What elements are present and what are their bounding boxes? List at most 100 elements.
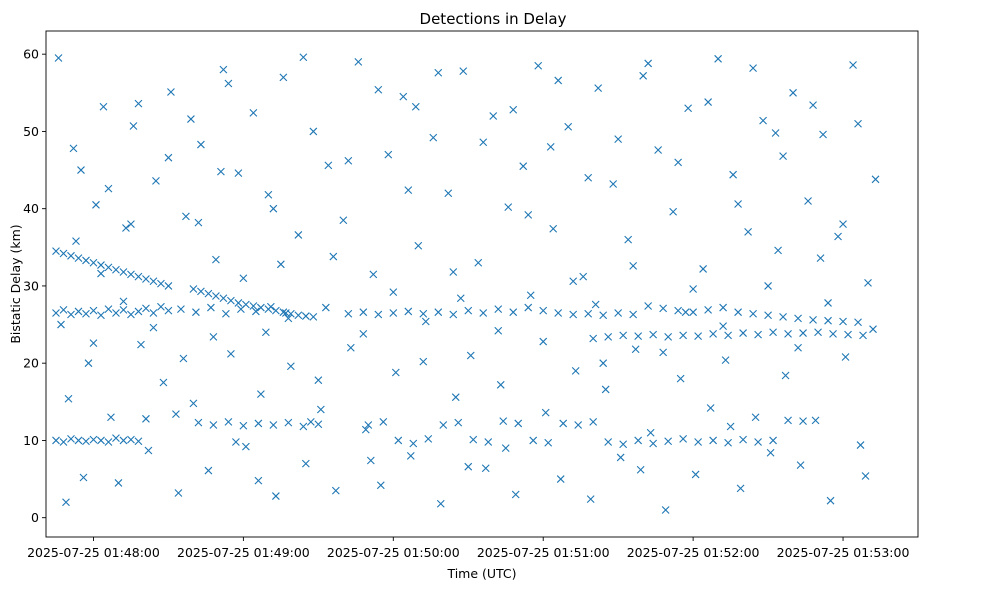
data-point-marker: [301, 459, 310, 468]
data-point-marker: [816, 254, 825, 263]
data-point-marker: [164, 306, 173, 315]
data-point-marker: [104, 438, 113, 446]
data-point-marker: [389, 309, 398, 317]
data-point-marker: [157, 302, 165, 311]
data-point-marker: [771, 129, 780, 137]
data-point-marker: [279, 73, 288, 82]
data-point-marker: [249, 108, 258, 117]
data-point-marker: [579, 272, 588, 281]
data-point-marker: [759, 116, 767, 125]
data-point-marker: [849, 61, 857, 69]
data-point-marker: [691, 470, 700, 479]
x-tick-label: 2025-07-25 01:53:00: [777, 545, 910, 560]
data-point-marker: [122, 224, 130, 232]
data-point-marker: [764, 311, 772, 320]
data-point-marker: [119, 268, 128, 276]
data-point-marker: [649, 439, 658, 448]
data-point-marker: [539, 337, 548, 346]
data-point-marker: [601, 385, 610, 394]
data-point-marker: [236, 305, 245, 313]
data-point-marker: [569, 277, 578, 286]
data-point-marker: [604, 438, 613, 446]
x-axis: 2025-07-25 01:48:00 2025-07-25 01:49:00 20…: [27, 537, 909, 560]
data-point-marker: [421, 317, 430, 326]
data-point-marker: [411, 102, 420, 111]
data-point-marker: [129, 122, 138, 130]
data-point-marker: [659, 348, 668, 357]
data-point-marker: [451, 393, 460, 402]
data-point-marker: [539, 306, 548, 315]
data-point-marker: [299, 53, 308, 62]
data-point-marker: [604, 333, 613, 341]
data-point-marker: [839, 317, 847, 326]
data-point-marker: [546, 142, 555, 151]
data-point-marker: [309, 312, 318, 321]
data-point-marker: [152, 176, 160, 185]
data-point-marker: [189, 399, 198, 408]
data-point-marker: [177, 305, 185, 313]
data-point-marker: [789, 88, 797, 97]
y-tick-label: 0: [31, 510, 39, 525]
data-point-marker: [384, 150, 393, 159]
data-point-marker: [494, 305, 503, 313]
data-point-marker: [197, 287, 205, 296]
data-point-marker: [599, 311, 608, 320]
data-point-marker: [167, 88, 175, 96]
data-point-marker: [784, 416, 792, 425]
data-point-marker: [636, 465, 645, 474]
data-point-marker: [294, 231, 303, 239]
data-point-marker: [234, 169, 243, 178]
data-point-marker: [232, 438, 240, 446]
data-point-marker: [197, 140, 205, 149]
data-point-marker: [84, 359, 93, 368]
data-point-marker: [142, 304, 150, 313]
data-point-marker: [811, 416, 820, 425]
plot-frame: [45, 30, 919, 538]
data-point-marker: [306, 418, 315, 426]
data-point-marker: [781, 371, 790, 380]
y-axis-label: Bistatic Delay (km): [8, 224, 23, 343]
data-point-marker: [174, 489, 183, 497]
data-point-marker: [484, 438, 493, 446]
data-point-marker: [261, 328, 270, 337]
data-point-marker: [589, 418, 598, 426]
data-point-marker: [212, 292, 220, 300]
data-point-marker: [97, 261, 105, 269]
data-point-marker: [99, 102, 108, 111]
data-point-marker: [209, 333, 218, 341]
data-point-marker: [629, 310, 638, 319]
data-point-marker: [726, 422, 735, 431]
data-point-marker: [739, 435, 747, 444]
data-point-marker: [736, 484, 745, 493]
data-point-marker: [276, 260, 285, 269]
data-point-marker: [599, 359, 608, 368]
data-point-marker: [469, 435, 478, 444]
data-point-marker: [444, 189, 453, 198]
data-point-marker: [142, 275, 150, 283]
data-point-marker: [97, 311, 105, 320]
data-point-marker: [629, 261, 638, 270]
data-point-marker: [194, 418, 203, 427]
data-point-marker: [709, 436, 718, 445]
data-point-marker: [734, 308, 742, 317]
data-point-marker: [436, 499, 445, 508]
data-point-marker: [704, 98, 713, 106]
data-point-marker: [809, 101, 817, 110]
data-point-marker: [769, 328, 777, 337]
data-point-marker: [374, 85, 383, 94]
data-point-marker: [142, 414, 150, 423]
data-point-marker: [754, 438, 762, 446]
data-point-marker: [256, 303, 265, 312]
data-point-marker: [227, 350, 235, 358]
data-point-marker: [182, 212, 190, 221]
data-point-marker: [92, 200, 100, 209]
data-point-marker: [222, 309, 230, 318]
data-point-marker: [74, 254, 83, 263]
y-tick-label: 40: [23, 201, 39, 216]
data-point-marker: [844, 330, 852, 339]
data-point-marker: [501, 444, 510, 453]
data-point-marker: [784, 329, 792, 338]
data-point-marker: [112, 434, 120, 443]
data-point-marker: [59, 305, 68, 314]
